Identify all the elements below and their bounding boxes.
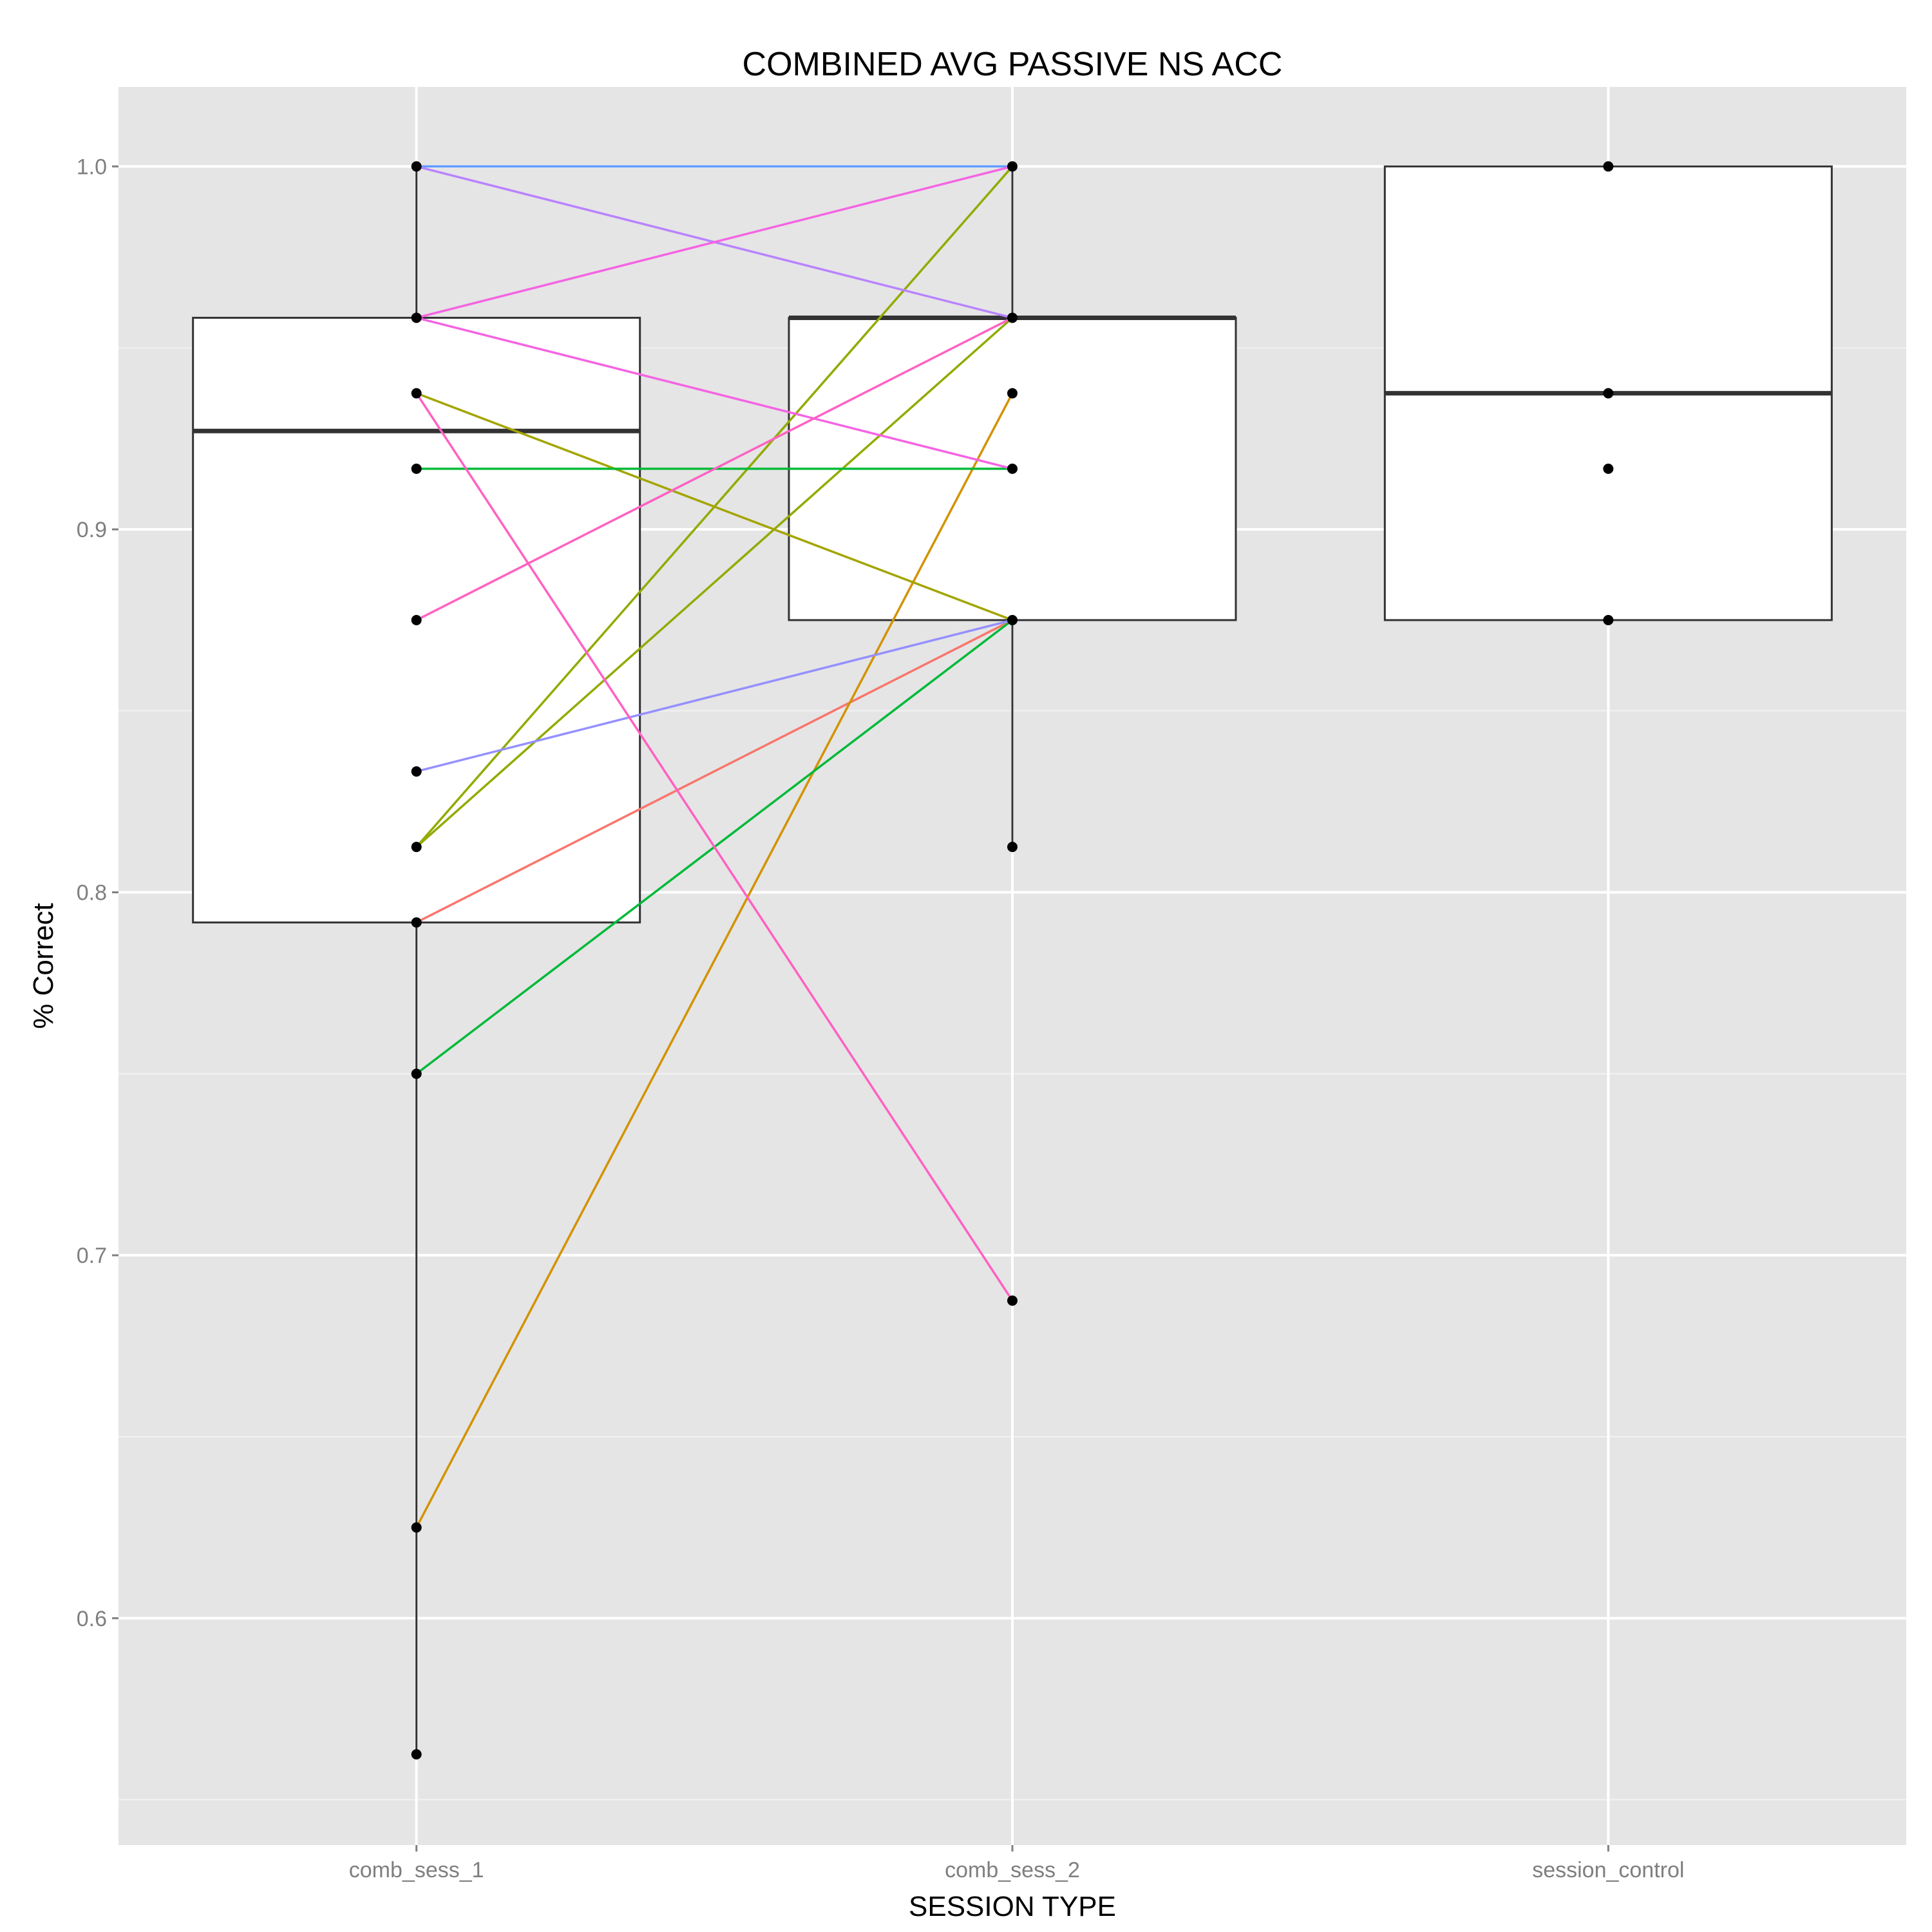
- data-point: [411, 1522, 422, 1533]
- paired-line: [416, 165, 1013, 319]
- data-point: [1007, 388, 1018, 399]
- data-point: [411, 1749, 422, 1760]
- data-point: [1007, 842, 1018, 853]
- data-point: [411, 312, 422, 323]
- paired-line: [415, 317, 1014, 848]
- paired-line: [416, 619, 1013, 773]
- chart-title: COMBINED AVG PASSIVE NS ACC: [743, 46, 1283, 83]
- y-axis-ticks: 0.6 0.7 0.8 0.9 1.0: [77, 155, 118, 1631]
- data-point: [1007, 614, 1018, 625]
- data-point: [411, 161, 422, 172]
- data-point: [1603, 388, 1614, 399]
- data-point: [411, 766, 422, 777]
- x-tick-label: session_control: [1532, 1858, 1684, 1882]
- paired-line: [416, 316, 1013, 470]
- data-point: [1007, 1295, 1018, 1306]
- y-axis-title: % Correct: [28, 903, 59, 1029]
- y-tick-label: 0.6: [77, 1607, 107, 1631]
- data-point: [411, 917, 422, 928]
- data-points: [411, 161, 1614, 1760]
- y-tick-label: 0.8: [77, 881, 107, 905]
- data-point: [411, 842, 422, 853]
- data-point: [1603, 463, 1614, 474]
- x-axis-ticks: comb_sess_1 comb_sess_2 session_control: [349, 1845, 1684, 1882]
- paired-line: [416, 392, 1013, 621]
- paired-lines: [415, 165, 1014, 1528]
- x-tick-label: comb_sess_2: [945, 1858, 1080, 1882]
- data-point: [1603, 161, 1614, 172]
- y-tick-label: 0.9: [77, 518, 107, 542]
- data-point: [1007, 463, 1018, 474]
- data-point: [1007, 312, 1018, 323]
- paired-line: [415, 619, 1013, 923]
- data-point: [411, 1068, 422, 1079]
- data-point: [411, 463, 422, 474]
- data-point: [1007, 161, 1018, 172]
- y-tick-label: 1.0: [77, 155, 107, 179]
- x-tick-label: comb_sess_1: [349, 1858, 484, 1882]
- paired-line: [415, 392, 1014, 1302]
- x-axis-title: SESSION TYPE: [909, 1891, 1116, 1922]
- data-point: [1603, 614, 1614, 625]
- y-tick-label: 0.7: [77, 1244, 107, 1268]
- data-point: [411, 614, 422, 625]
- paired-line: [415, 316, 1013, 621]
- data-point: [411, 388, 422, 399]
